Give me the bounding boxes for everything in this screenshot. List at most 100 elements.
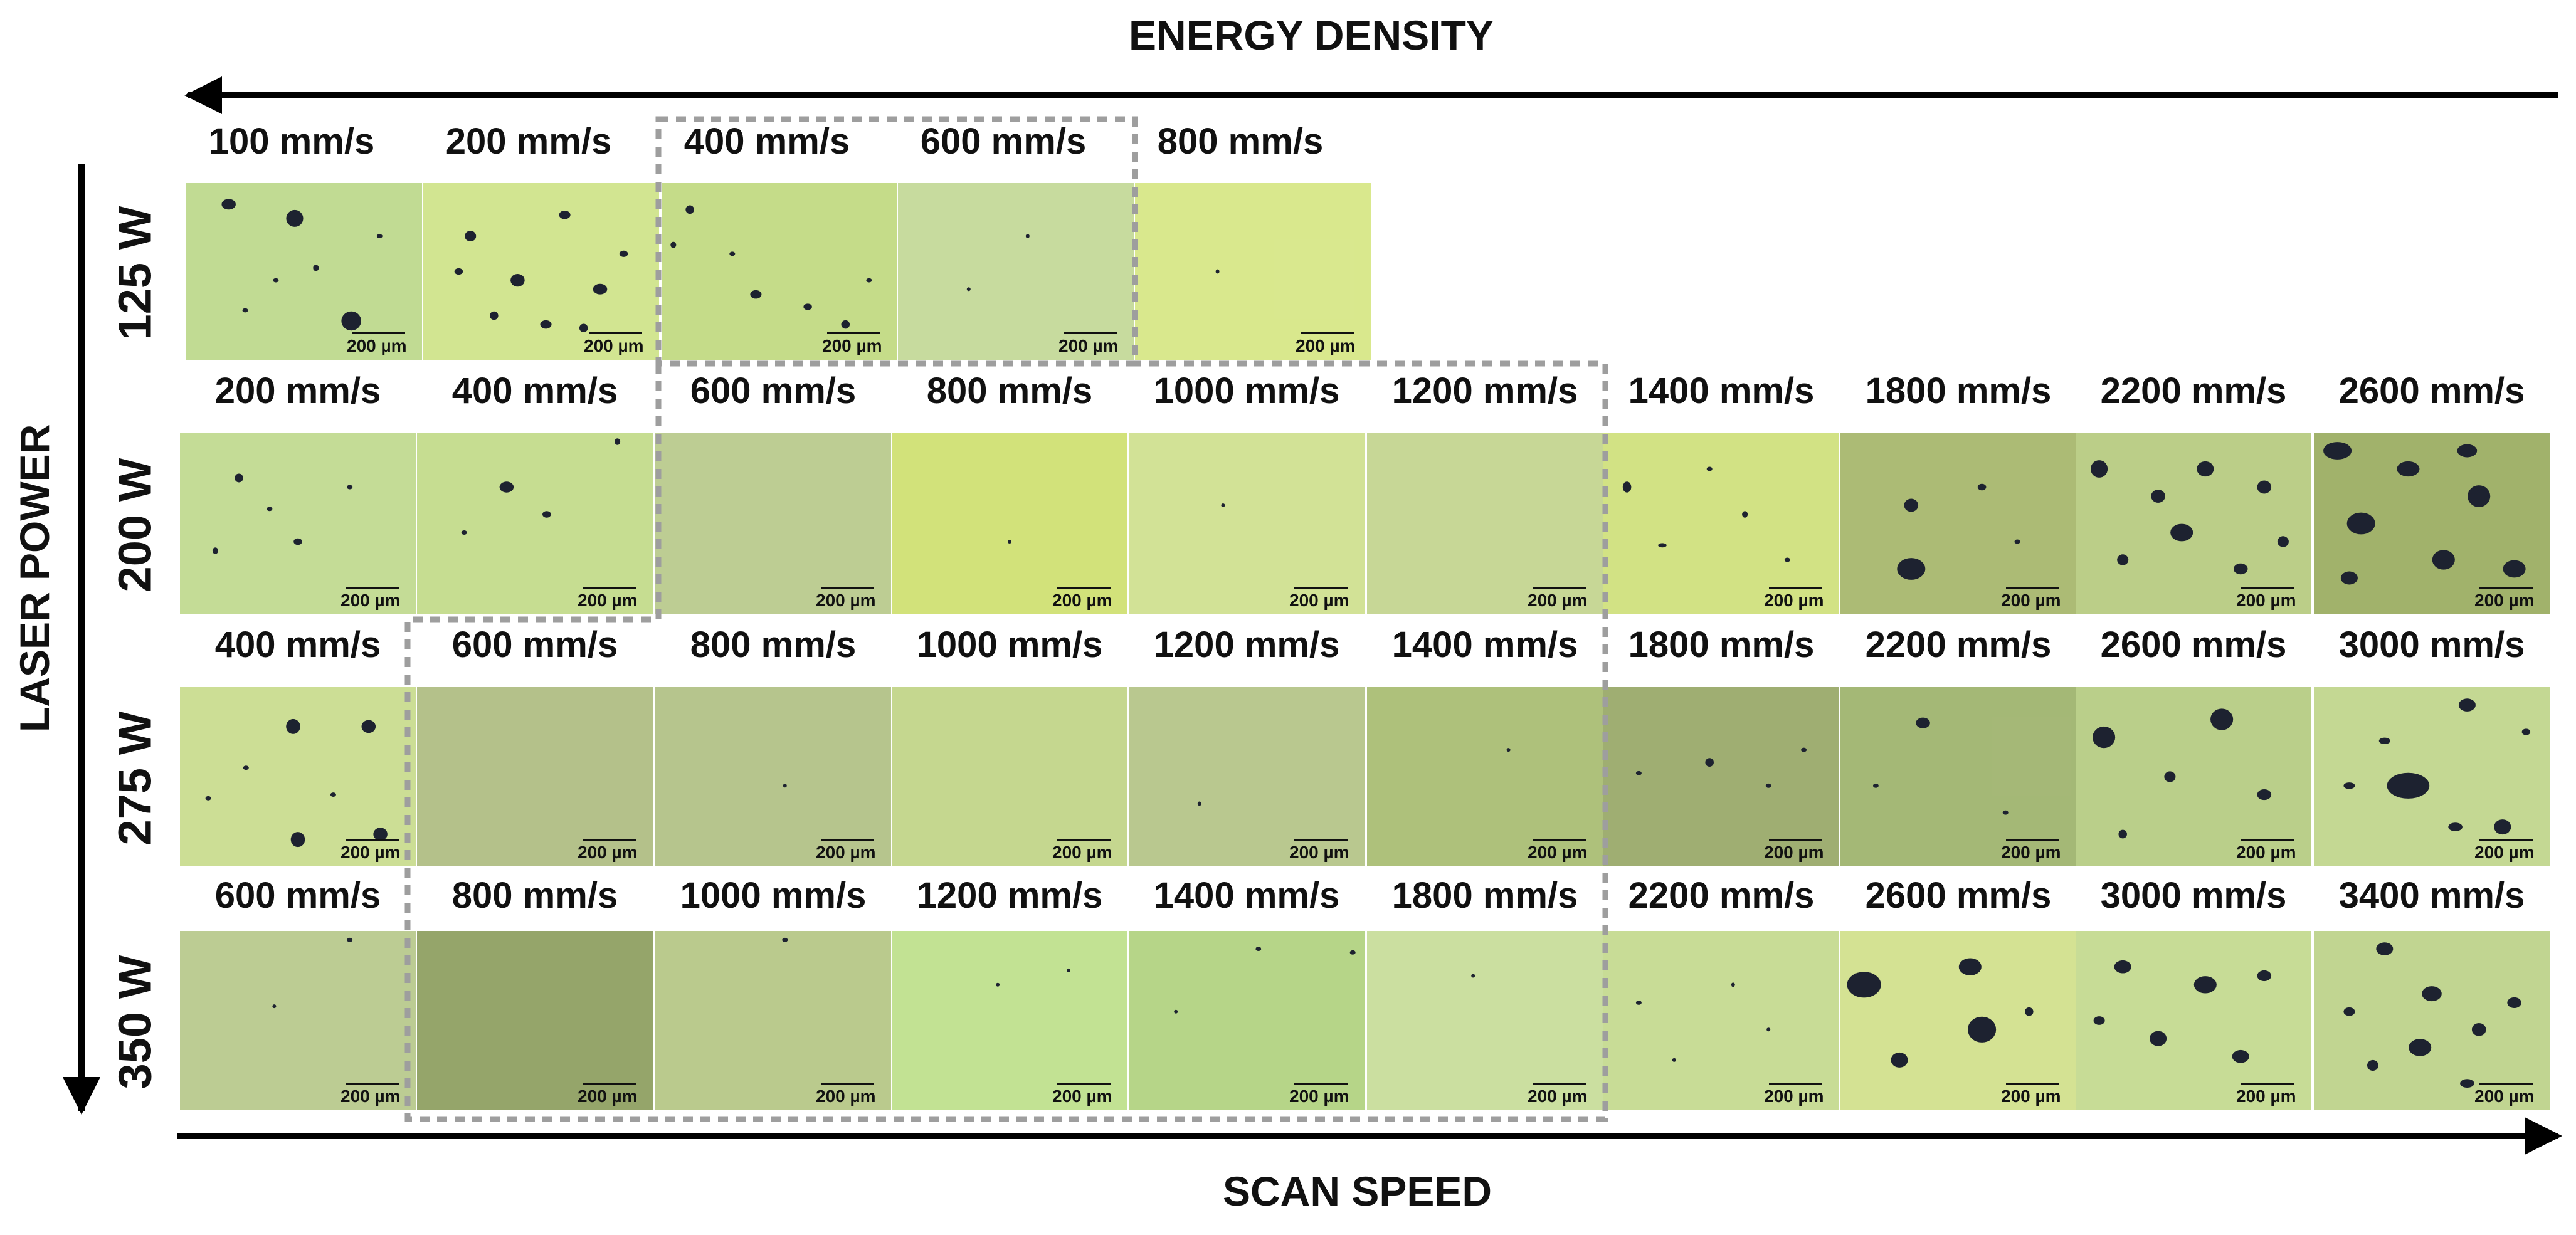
scan-speed-value: 200 mm/s [214, 370, 381, 411]
pore-mark [2471, 1023, 2486, 1036]
pore-mark [2193, 976, 2217, 994]
pore-mark [615, 438, 621, 445]
scale-bar [1533, 1083, 1586, 1085]
process-window-box-125w [655, 116, 1138, 367]
pore-mark [1968, 1016, 1997, 1043]
pore-mark [2002, 810, 2009, 815]
pore-mark [2118, 829, 2127, 839]
laser-power-275w: 275 W [108, 711, 161, 846]
pore-mark [2457, 444, 2478, 458]
scale-bar [1769, 839, 1822, 841]
micrograph-sheen [186, 183, 422, 360]
micrograph-tile [2076, 687, 2311, 866]
micrograph-tile [1840, 433, 2076, 614]
micrograph-sheen [662, 183, 897, 360]
scale-bar-label: 200 µm [822, 336, 882, 355]
pore-mark [2197, 461, 2214, 477]
scale-bar-label: 200 µm [816, 843, 876, 862]
pore-mark [559, 210, 571, 219]
scale-bar-label: 200 µm [1289, 1086, 1349, 1106]
pore-mark [2257, 480, 2272, 494]
scan-speed-value: 600 mm/s [920, 121, 1087, 162]
pore-mark [376, 234, 383, 238]
micrograph-sheen [1840, 433, 2076, 614]
pore-mark [619, 250, 628, 257]
micrograph-tile [2314, 931, 2550, 1110]
micrograph-sheen [655, 687, 891, 866]
pore-mark [1255, 947, 1262, 952]
micrograph-sheen [417, 433, 653, 614]
micrograph-sheen [1129, 687, 1365, 866]
pore-mark [1349, 950, 1356, 955]
process-window-outline [404, 360, 1608, 1122]
pore-mark [2323, 442, 2352, 460]
pore-mark [1622, 481, 1632, 493]
pore-mark [593, 283, 608, 295]
pore-mark [461, 530, 467, 535]
scale-bar [1057, 839, 1111, 841]
scan-speed-value: 600 mm/s [451, 624, 618, 665]
scale-bar-label: 200 µm [1296, 336, 1356, 355]
pore-mark [1801, 747, 1807, 752]
micrograph-tile [186, 183, 422, 360]
pore-mark [330, 792, 336, 797]
pore-mark [2397, 461, 2420, 477]
scan-speed-value: 800 mm/s [451, 875, 618, 916]
pore-mark [293, 538, 302, 545]
scale-bar-label: 200 µm [1052, 591, 1112, 610]
scale-bar [1533, 587, 1586, 589]
pore-mark [2257, 789, 2272, 801]
micrograph-sheen [417, 931, 653, 1110]
scale-bar-label: 200 µm [1528, 843, 1588, 862]
micrograph-sheen [2314, 931, 2550, 1110]
pore-mark [1897, 558, 1926, 580]
pore-mark [1766, 1027, 1771, 1032]
pore-mark [866, 278, 872, 283]
pore-mark [1672, 1058, 1676, 1062]
pore-mark [1635, 1000, 1642, 1005]
micrograph-tile [1603, 931, 1839, 1110]
scale-bar-label: 200 µm [584, 336, 644, 355]
micrograph-sheen [1367, 931, 1603, 1110]
pore-mark [1506, 748, 1511, 752]
micrograph-sheen [1603, 687, 1839, 866]
micrograph-sheen [1135, 183, 1371, 360]
pore-mark [1847, 972, 1881, 998]
pore-mark [2346, 512, 2375, 535]
scale-bar [1533, 839, 1586, 841]
scale-bar-label: 200 µm [1764, 1086, 1824, 1106]
scale-bar [2241, 839, 2294, 841]
pore-mark [579, 323, 588, 333]
micrograph-tile [1129, 931, 1365, 1110]
scale-bar-label: 200 µm [2001, 591, 2061, 610]
scan-speed-value: 1000 mm/s [916, 624, 1103, 665]
laser-power-200w: 200 W [108, 458, 161, 592]
pore-mark [2468, 485, 2491, 507]
pore-mark [1904, 498, 1919, 512]
pore-mark [313, 265, 319, 271]
scale-bar-label: 200 µm [340, 591, 401, 610]
pore-mark [2014, 539, 2020, 544]
pore-mark [1025, 234, 1030, 238]
pore-mark [750, 290, 762, 299]
scan-speed-value: 2200 mm/s [2100, 370, 2287, 411]
scan-speed-value: 1800 mm/s [1865, 370, 2052, 411]
scale-bar-label: 200 µm [1528, 591, 1588, 610]
scan-speed-value: 3000 mm/s [2338, 624, 2525, 665]
micrograph-tile [892, 931, 1127, 1110]
micrograph-sheen [655, 931, 891, 1110]
micrograph-tile [1367, 687, 1603, 866]
pore-mark [2378, 737, 2390, 744]
pore-mark [221, 199, 236, 210]
pore-mark [2507, 997, 2521, 1008]
scale-bar-label: 200 µm [340, 843, 401, 862]
pore-mark [2093, 726, 2116, 749]
micrograph-tile [655, 931, 891, 1110]
scan-speed-value: 100 mm/s [208, 121, 375, 162]
pore-mark [1891, 1052, 1908, 1068]
scale-bar [583, 587, 636, 589]
pore-mark [2343, 782, 2355, 789]
micrograph-tile [180, 433, 416, 614]
micrograph-tile [1367, 433, 1603, 614]
pore-mark [540, 320, 552, 329]
